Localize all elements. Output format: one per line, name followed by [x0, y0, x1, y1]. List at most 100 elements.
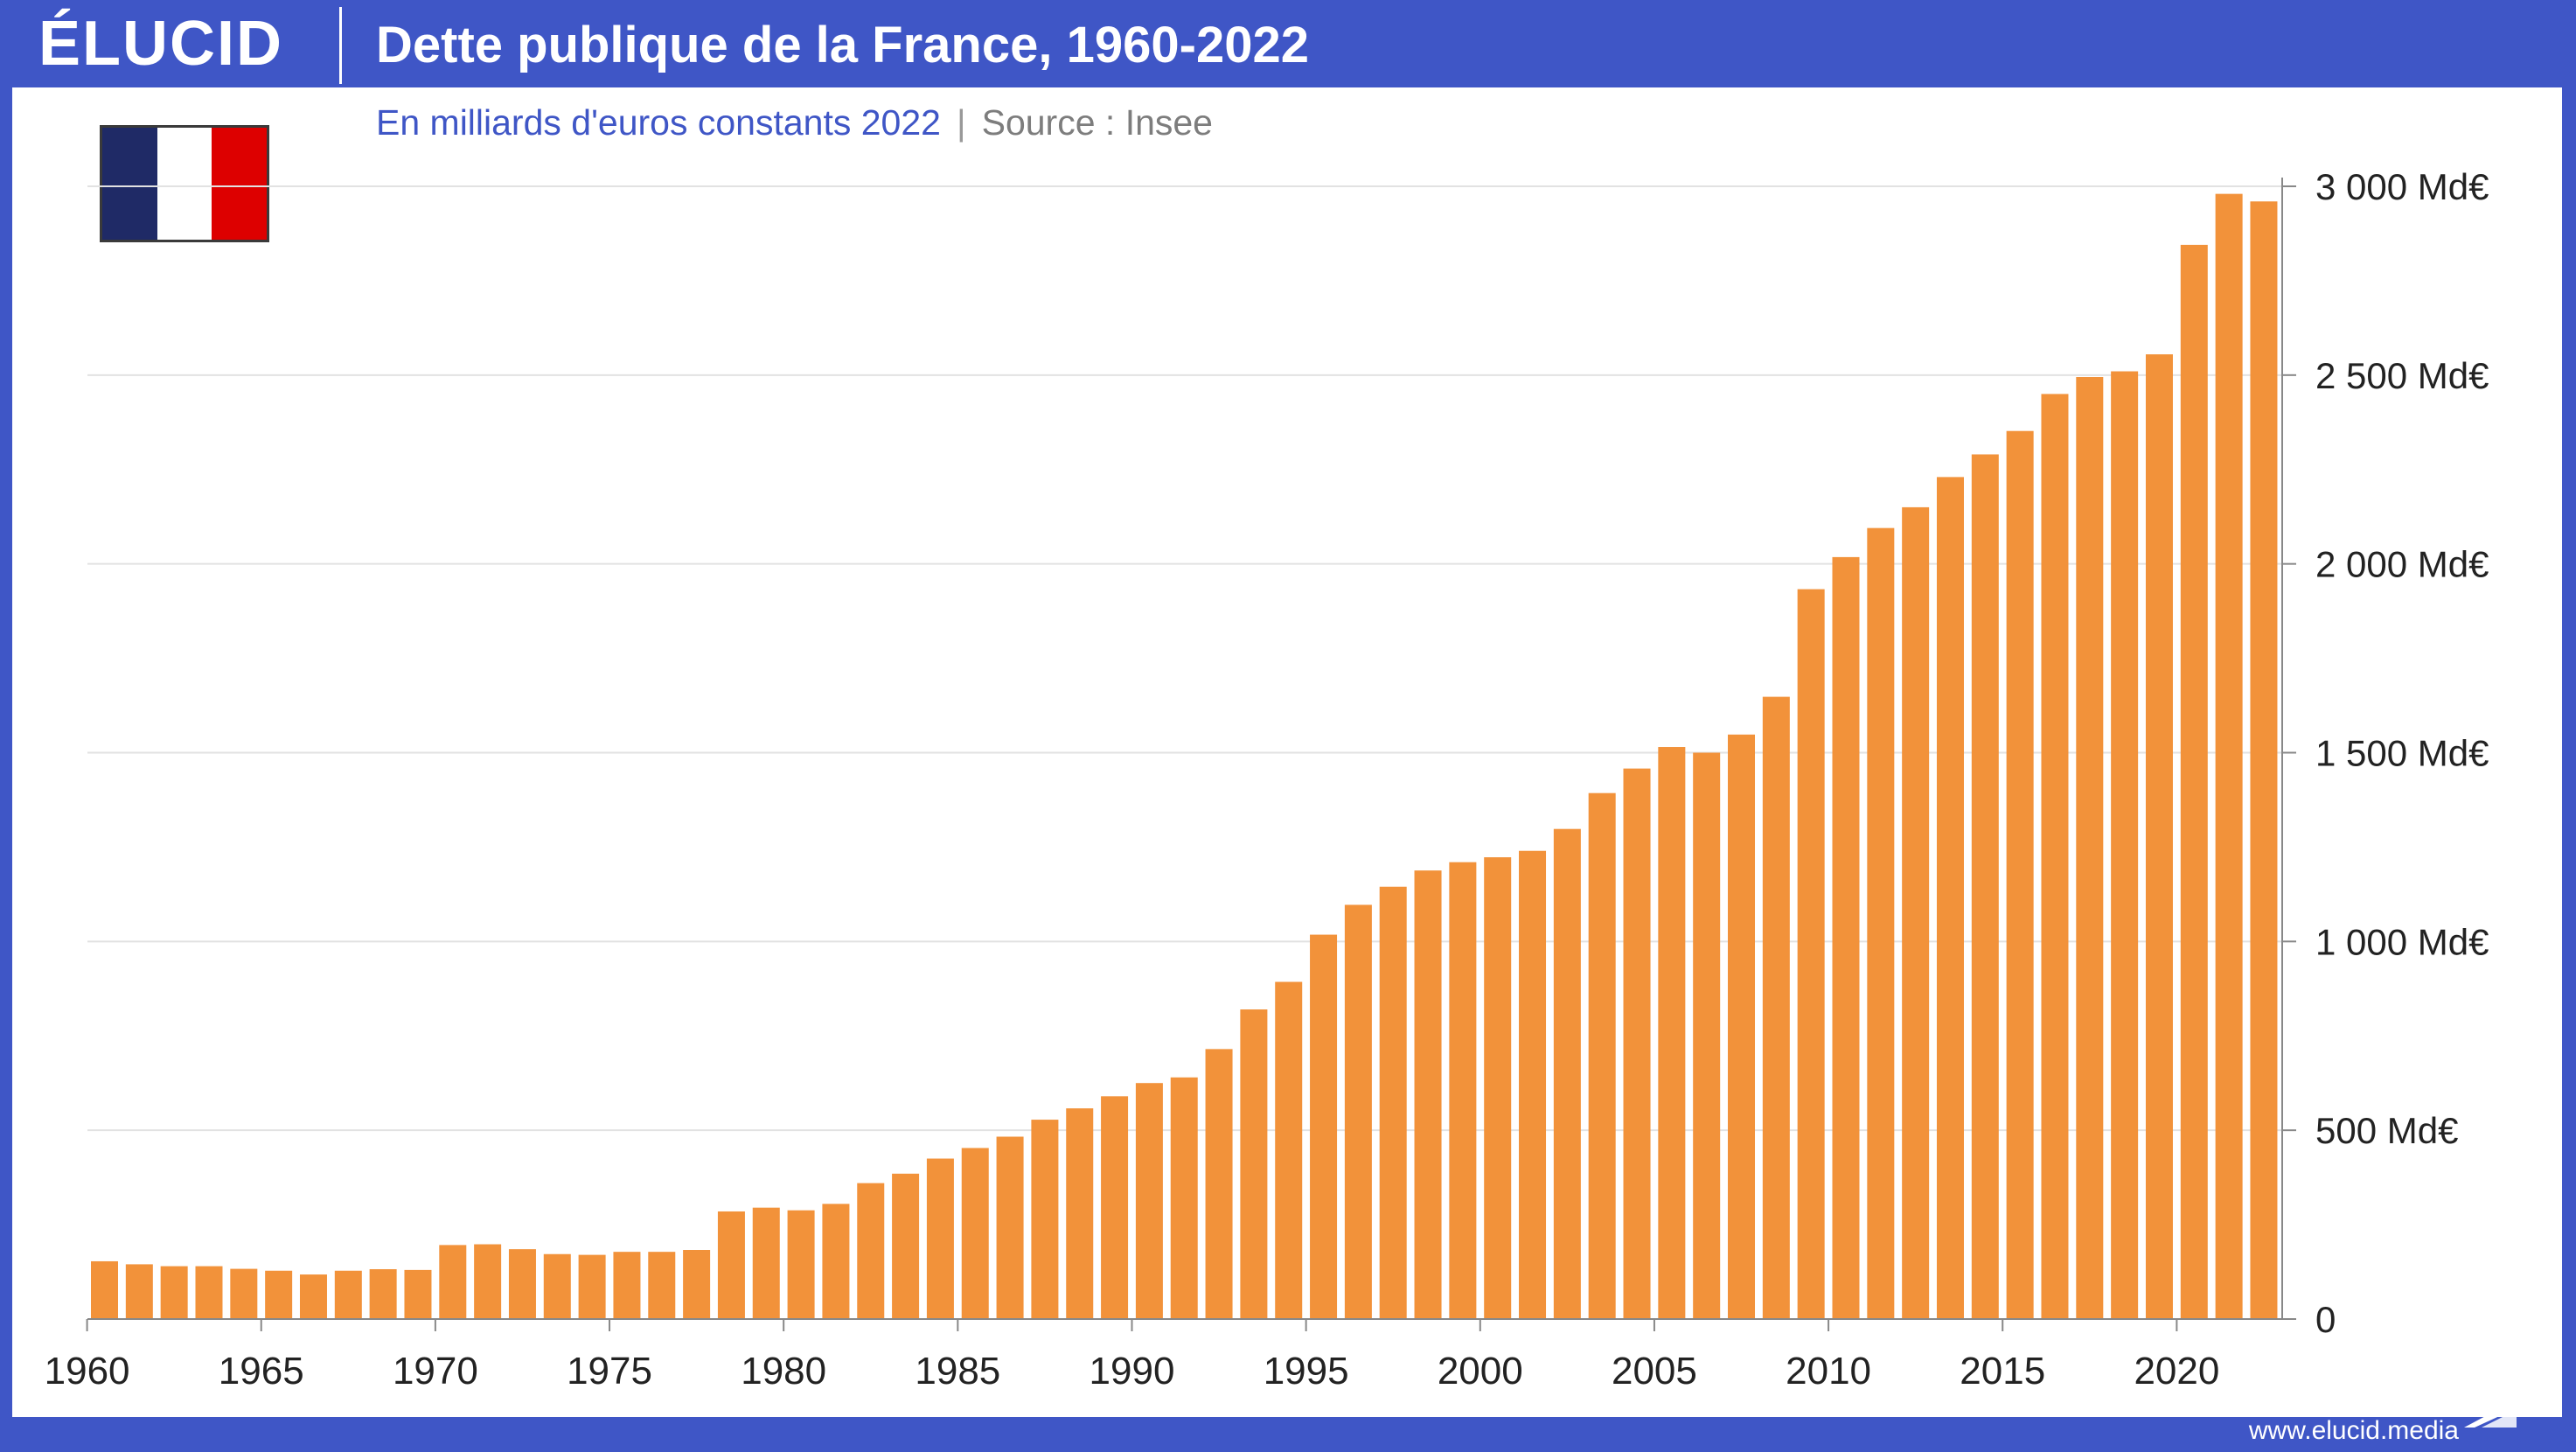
bar-1960	[91, 1260, 118, 1319]
bar-2007	[1728, 734, 1756, 1319]
x-tick-label: 1975	[567, 1350, 652, 1393]
bar-2008	[1762, 696, 1790, 1319]
bar-1967	[334, 1270, 362, 1319]
bar-1968	[369, 1269, 397, 1319]
bar-1997	[1379, 886, 1407, 1319]
x-tick-label: 2015	[1960, 1350, 2045, 1393]
x-tick-label: 1995	[1264, 1350, 1349, 1393]
bar-1986	[996, 1136, 1024, 1319]
bar-1991	[1170, 1077, 1198, 1319]
bar-1993	[1240, 1009, 1268, 1319]
bar-series	[91, 193, 2278, 1320]
bar-1980	[787, 1210, 815, 1319]
bar-1976	[648, 1252, 676, 1319]
x-tick-labels: 1960 1965 1970 1975 1980 1985 1990 1995 2000 2005…	[45, 1319, 2219, 1393]
bar-2016	[2041, 394, 2069, 1320]
bar-1994	[1275, 981, 1303, 1319]
bar-2010	[1832, 556, 1860, 1319]
bar-1961	[125, 1264, 153, 1319]
x-tick-label: 1960	[45, 1350, 130, 1393]
bar-1963	[195, 1266, 223, 1319]
x-tick-label: 2000	[1438, 1350, 1523, 1393]
bar-2011	[1867, 527, 1895, 1319]
bar-1984	[926, 1158, 954, 1319]
bar-1985	[961, 1148, 989, 1319]
elucid-mark-icon	[2464, 1400, 2517, 1428]
bar-1987	[1031, 1120, 1059, 1319]
y-tick-labels: 0 500 Md€ 1 000 Md€ 1 500 Md€ 2 000 Md€ 2 500…	[2282, 166, 2489, 1340]
x-tick-label: 1970	[393, 1350, 478, 1393]
bar-1975	[613, 1252, 641, 1319]
bar-2014	[1971, 454, 1999, 1319]
bar-1981	[822, 1204, 850, 1319]
bar-2020	[2180, 244, 2208, 1319]
bar-1996	[1344, 904, 1372, 1319]
y-tick-label: 1 500 Md€	[2315, 733, 2489, 774]
y-tick-label: 2 500 Md€	[2315, 355, 2489, 396]
bar-1971	[474, 1244, 502, 1319]
subtitle-row: En milliards d'euros constants 2022 | Sour…	[376, 96, 1213, 149]
chart-subtitle: En milliards d'euros constants 2022	[376, 102, 941, 143]
bar-2006	[1693, 752, 1721, 1319]
bar-1972	[508, 1249, 536, 1319]
bar-1989	[1101, 1096, 1129, 1319]
bar-2009	[1797, 589, 1825, 1319]
bar-1974	[578, 1254, 606, 1319]
bar-2003	[1588, 792, 1616, 1319]
y-tick-label: 500 Md€	[2315, 1110, 2458, 1151]
bar-1992	[1205, 1049, 1233, 1319]
y-tick-label: 2 000 Md€	[2315, 544, 2489, 585]
bar-1966	[299, 1274, 327, 1319]
flag-stripe-red	[212, 128, 268, 240]
subtitle-separator: |	[956, 102, 966, 143]
bar-2004	[1623, 768, 1651, 1319]
x-tick-label: 1980	[741, 1350, 826, 1393]
bar-1979	[752, 1207, 780, 1319]
bar-1970	[439, 1245, 467, 1319]
x-tick-label: 2020	[2134, 1350, 2219, 1393]
bar-2017	[2076, 376, 2104, 1319]
y-tick-label: 3 000 Md€	[2315, 166, 2489, 207]
bar-2021	[2215, 193, 2243, 1320]
bar-1982	[857, 1183, 885, 1319]
bar-2005	[1658, 747, 1686, 1319]
header-bar: ÉLUCID Dette publique de la France, 1960…	[0, 0, 2576, 87]
axes	[87, 178, 2283, 1320]
bar-2019	[2145, 354, 2173, 1319]
bar-1977	[683, 1250, 711, 1319]
elucid-logo: ÉLUCID	[38, 9, 283, 79]
y-tick-label: 0	[2315, 1299, 2336, 1340]
x-tick-label: 2005	[1612, 1350, 1697, 1393]
bar-1990	[1135, 1083, 1163, 1319]
x-tick-label: 1990	[1090, 1350, 1175, 1393]
bar-2018	[2111, 371, 2139, 1320]
header-divider	[339, 7, 342, 84]
french-flag-icon	[100, 125, 269, 242]
source-note: Source : Insee	[981, 102, 1213, 143]
chart-title: Dette publique de la France, 1960-2022	[376, 17, 1309, 73]
x-tick-label: 1985	[915, 1350, 1000, 1393]
bar-1995	[1310, 934, 1338, 1319]
bar-1973	[543, 1253, 571, 1319]
bar-2012	[1902, 506, 1930, 1319]
bar-1965	[265, 1270, 293, 1319]
bar-1978	[717, 1211, 745, 1319]
bar-1962	[160, 1266, 188, 1319]
bar-2000	[1484, 857, 1512, 1319]
bar-2013	[1936, 477, 1964, 1319]
bar-2001	[1519, 850, 1547, 1319]
flag-stripe-white	[157, 128, 212, 240]
x-tick-label: 1965	[219, 1350, 304, 1393]
bar-1969	[404, 1269, 432, 1319]
footer-url: www.elucid.media	[2248, 1416, 2459, 1445]
bar-1999	[1449, 862, 1477, 1319]
bar-1988	[1066, 1108, 1094, 1319]
x-tick-label: 2010	[1786, 1350, 1871, 1393]
bar-2015	[2006, 430, 2034, 1320]
y-tick-label: 1 000 Md€	[2315, 921, 2489, 962]
bar-1998	[1414, 870, 1442, 1319]
bar-2022	[2250, 201, 2278, 1320]
flag-stripe-blue	[102, 128, 157, 240]
bar-2002	[1553, 828, 1581, 1319]
